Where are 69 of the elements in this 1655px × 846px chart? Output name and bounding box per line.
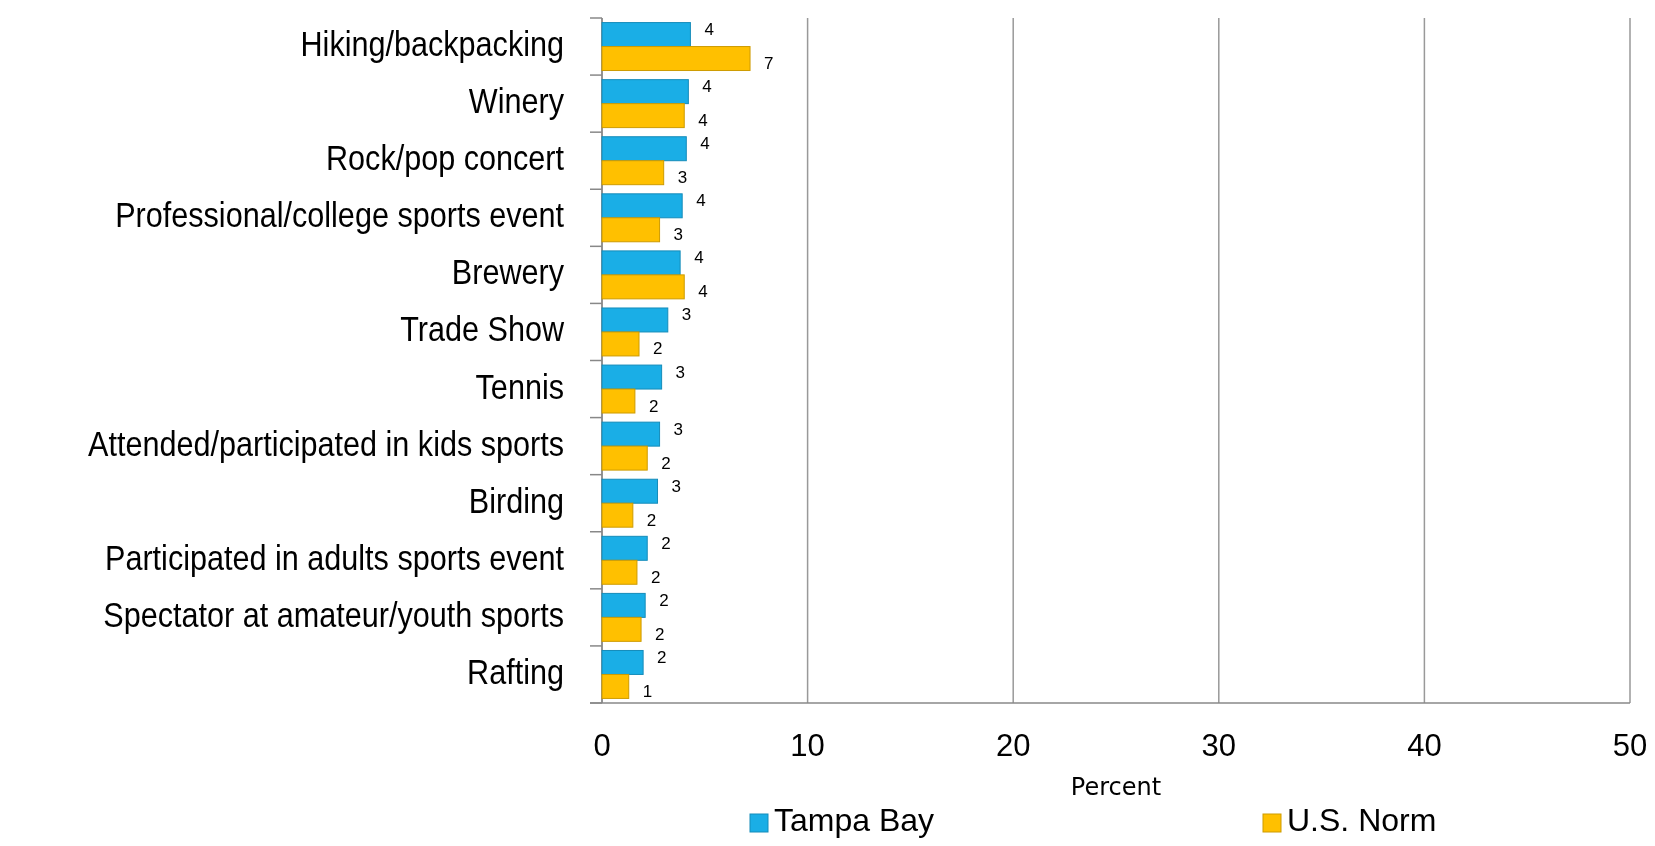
data-label: 4	[702, 77, 712, 97]
legend-label: Tampa Bay	[774, 802, 935, 839]
data-label: 2	[646, 510, 657, 530]
data-label: 2	[661, 533, 671, 553]
bar	[601, 388, 636, 414]
bar	[601, 217, 661, 243]
data-label: 3	[671, 476, 681, 496]
legend-label: U.S. Norm	[1287, 802, 1437, 839]
data-label: 2	[659, 590, 669, 610]
x-tick-label: 30	[1201, 728, 1237, 763]
bar	[601, 559, 638, 585]
data-label: 2	[657, 647, 667, 667]
data-label: 4	[704, 20, 714, 40]
y-tick-label: Attended/participated in kids sports	[87, 423, 564, 464]
data-label: 2	[650, 567, 661, 587]
x-tick-label: 10	[790, 728, 825, 763]
bar	[601, 22, 691, 48]
y-tick-label: Winery	[468, 80, 565, 121]
data-label: 2	[653, 339, 663, 359]
y-tick-label: Rafting	[467, 651, 564, 692]
x-tick-label: 50	[1612, 728, 1648, 763]
data-label: 2	[655, 624, 665, 644]
data-label: 4	[698, 282, 708, 302]
bar	[601, 502, 634, 528]
data-label: 3	[673, 419, 684, 439]
bar	[601, 274, 685, 300]
bar	[601, 46, 751, 72]
bar	[601, 79, 689, 105]
y-tick-label: Brewery	[451, 252, 565, 292]
x-tick-label: 0	[593, 728, 611, 763]
data-label: 2	[661, 453, 671, 473]
y-tick-label: Birding	[468, 480, 564, 521]
x-tick-label: 20	[995, 728, 1031, 763]
x-axis-title: Percent	[1070, 773, 1162, 801]
bar	[601, 160, 665, 186]
y-tick-label: Rock/pop concert	[326, 137, 565, 178]
data-label: 4	[694, 248, 704, 268]
data-label: 3	[681, 305, 692, 325]
bar	[601, 364, 663, 390]
bar	[601, 649, 644, 675]
y-tick-label: Hiking/backpacking	[300, 23, 564, 64]
bar	[601, 103, 685, 129]
x-tick-label: 40	[1407, 728, 1442, 763]
bar	[601, 673, 630, 699]
data-label: 3	[677, 168, 688, 188]
bar	[601, 136, 687, 162]
bar	[601, 445, 648, 471]
bar	[601, 250, 681, 276]
bar	[601, 592, 646, 618]
y-tick-label: Trade Show	[400, 309, 565, 350]
bar	[601, 616, 642, 642]
data-label: 4	[696, 191, 706, 211]
data-label: 4	[698, 111, 708, 131]
y-tick-label: Tennis	[475, 366, 564, 407]
data-label: 4	[700, 134, 710, 154]
y-tick-label: Participated in adults sports event	[105, 537, 565, 578]
y-tick-label: Spectator at amateur/youth sports	[103, 594, 564, 635]
data-label: 7	[764, 54, 774, 74]
bar	[601, 421, 661, 447]
data-label: 1	[642, 681, 653, 701]
data-label: 3	[673, 225, 684, 245]
data-label: 2	[648, 396, 659, 416]
bar	[601, 478, 659, 504]
bar	[601, 535, 648, 561]
bar	[601, 331, 640, 357]
y-tick-label: Professional/college sports event	[115, 194, 565, 235]
data-label: 3	[675, 362, 686, 382]
bar	[601, 307, 669, 333]
bar	[601, 193, 683, 219]
